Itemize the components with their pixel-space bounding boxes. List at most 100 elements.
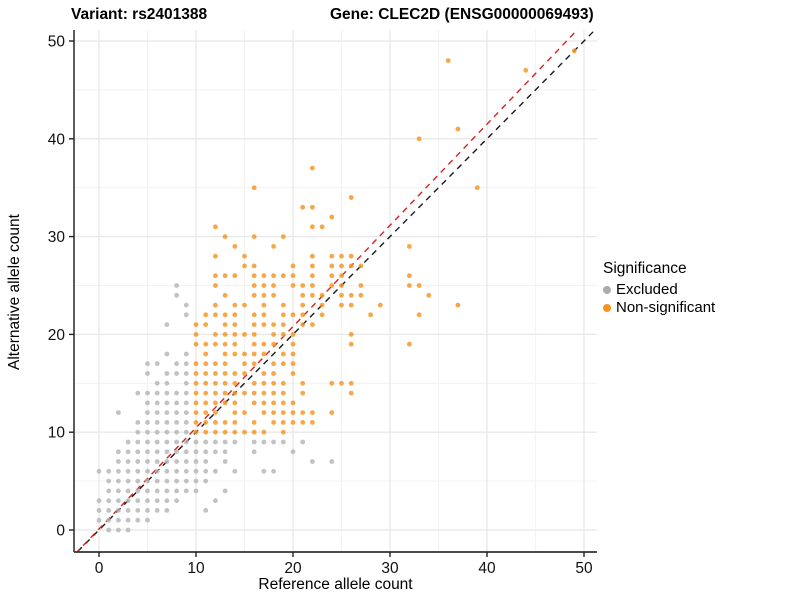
data-point [174, 400, 180, 406]
data-point [329, 263, 335, 269]
data-point [222, 273, 228, 279]
data-point [280, 273, 286, 279]
data-point [310, 253, 315, 259]
data-point [348, 380, 354, 386]
data-point [310, 224, 315, 230]
data-point [183, 390, 189, 396]
data-point [290, 341, 296, 347]
data-point [154, 380, 160, 386]
data-point [116, 459, 121, 464]
data-point [96, 517, 102, 523]
data-point [280, 410, 286, 415]
data-point [116, 498, 121, 504]
data-point [174, 371, 180, 376]
data-point [242, 361, 247, 367]
x-tick-label: 10 [187, 560, 205, 577]
data-point [300, 410, 306, 415]
data-point [203, 468, 209, 474]
data-point [106, 468, 112, 474]
data-point [232, 468, 238, 474]
data-point [222, 380, 228, 386]
data-point [290, 361, 296, 367]
data-point [251, 273, 257, 279]
data-point [125, 459, 131, 464]
data-point [222, 420, 228, 425]
y-axis-label: Alternative allele count [6, 214, 23, 370]
data-point [183, 371, 189, 376]
data-point [203, 449, 209, 455]
data-point [271, 468, 276, 474]
legend-title: Significance [603, 260, 687, 277]
data-point [251, 429, 257, 435]
data-point [145, 361, 150, 367]
data-point [125, 478, 131, 484]
plot-title-gene: Gene: CLEC2D (ENSG00000069493) [330, 6, 594, 23]
data-point [571, 48, 577, 54]
data-point [213, 410, 218, 415]
data-point [300, 380, 306, 386]
data-point [290, 351, 296, 357]
data-point [329, 273, 335, 279]
data-point [203, 420, 209, 425]
data-point [213, 400, 218, 406]
data-point [426, 292, 432, 298]
legend-item-label: Excluded [616, 281, 678, 298]
data-point [232, 420, 238, 425]
data-point [271, 420, 276, 425]
data-point [193, 332, 199, 337]
data-point [222, 351, 228, 357]
data-point [290, 263, 296, 269]
data-point [329, 214, 335, 220]
data-point [280, 400, 286, 406]
data-point [251, 390, 257, 396]
data-point [145, 459, 150, 464]
data-point [164, 449, 170, 455]
data-point [193, 410, 199, 415]
data-point [339, 253, 344, 259]
data-point [319, 292, 325, 298]
data-point [242, 371, 247, 376]
data-point [116, 468, 121, 474]
data-point [310, 204, 315, 210]
data-point [174, 283, 180, 288]
data-point [164, 380, 170, 386]
data-point [407, 273, 412, 279]
data-point [280, 322, 286, 327]
data-point [310, 273, 315, 279]
data-point [174, 361, 180, 367]
data-point [154, 439, 160, 445]
data-point [203, 312, 209, 318]
data-point [251, 332, 257, 337]
data-point [222, 312, 228, 318]
non-significant-dot-icon [603, 304, 611, 312]
data-point [183, 380, 189, 386]
data-point [116, 488, 121, 494]
data-point [125, 527, 131, 533]
data-point [407, 244, 412, 249]
data-point [174, 498, 180, 504]
data-point [319, 312, 325, 318]
data-point [348, 263, 354, 269]
data-point [523, 67, 529, 73]
data-point [232, 332, 238, 337]
data-point [145, 439, 150, 445]
data-point [455, 126, 461, 132]
data-point [203, 459, 209, 464]
data-point [251, 322, 257, 327]
data-point [213, 420, 218, 425]
data-point [271, 380, 276, 386]
data-point [164, 439, 170, 445]
data-point [145, 498, 150, 504]
data-point [310, 459, 315, 464]
data-point [96, 498, 102, 504]
data-point [164, 371, 170, 376]
data-point [174, 478, 180, 484]
data-point [290, 312, 296, 318]
data-point [193, 439, 199, 445]
data-point [222, 390, 228, 396]
data-point [203, 322, 209, 327]
data-point [251, 312, 257, 318]
data-point [261, 273, 267, 279]
data-point [232, 322, 238, 327]
data-point [203, 478, 209, 484]
